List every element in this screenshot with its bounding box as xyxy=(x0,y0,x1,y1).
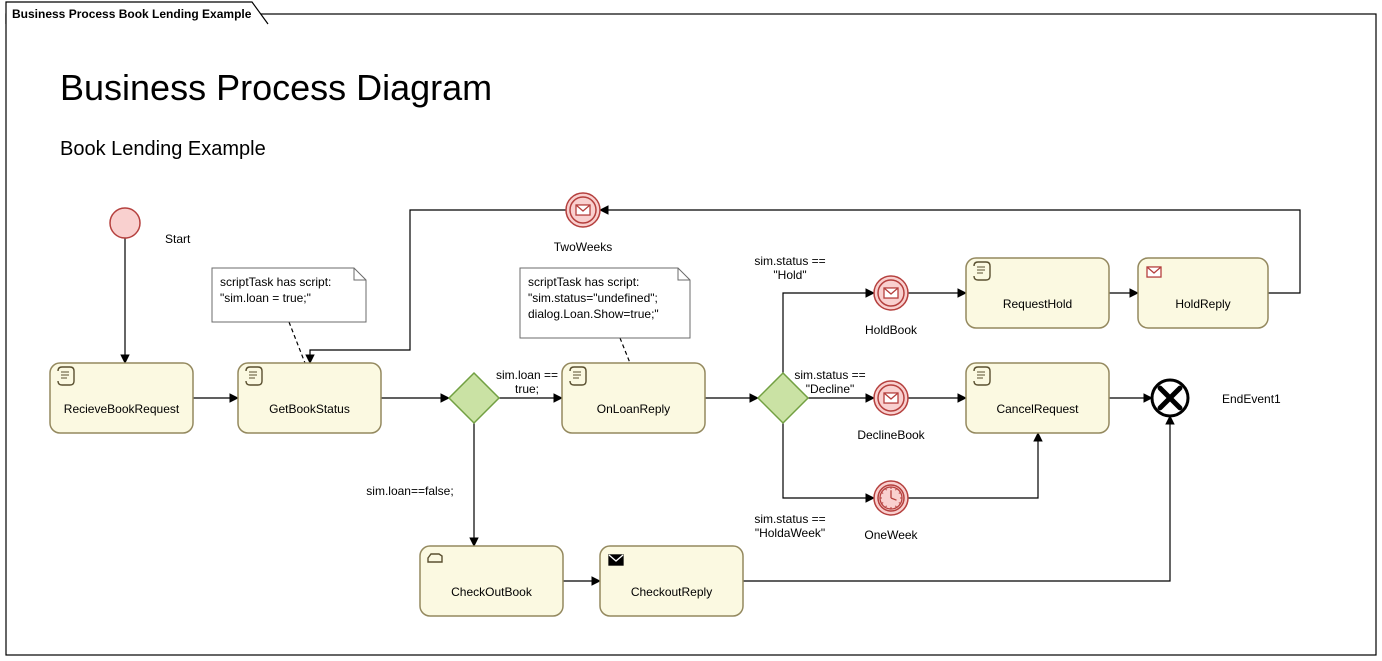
task-checkout[interactable]: CheckOutBook xyxy=(420,546,563,616)
flow-label: sim.loan==false; xyxy=(366,484,453,498)
event-label: HoldBook xyxy=(865,323,918,337)
page-subtitle: Book Lending Example xyxy=(60,138,266,160)
event-label: DeclineBook xyxy=(857,428,925,442)
task-label: RecieveBookRequest xyxy=(64,402,180,416)
task-checkoutreply[interactable]: CheckoutReply xyxy=(600,546,743,616)
task-recv[interactable]: RecieveBookRequest xyxy=(50,363,193,433)
task-label: CancelRequest xyxy=(996,402,1079,416)
task-label: RequestHold xyxy=(1003,297,1072,311)
task-label: OnLoanReply xyxy=(597,402,670,416)
event-label: EndEvent1 xyxy=(1222,392,1281,406)
note-line: scriptTask has script: xyxy=(220,275,331,289)
event-label: TwoWeeks xyxy=(554,240,612,254)
note-note1: scriptTask has script: "sim.loan = true;" xyxy=(212,268,366,322)
flow-label: "Decline" xyxy=(806,382,855,396)
note-line: scriptTask has script: xyxy=(528,275,639,289)
task-onloan[interactable]: OnLoanReply xyxy=(562,363,705,433)
note-line: dialog.Loan.Show=true;" xyxy=(528,307,659,321)
task-label: CheckoutReply xyxy=(631,585,712,599)
task-label: GetBookStatus xyxy=(269,402,350,416)
note-line: "sim.loan = true;" xyxy=(220,291,311,305)
flow-label: true; xyxy=(515,382,539,396)
flow-label: "Hold" xyxy=(773,268,806,282)
task-getstatus[interactable]: GetBookStatus xyxy=(238,363,381,433)
diagram-tab-label: Business Process Book Lending Example xyxy=(12,7,252,21)
task-cancelreq[interactable]: CancelRequest xyxy=(966,363,1109,433)
task-holdreply[interactable]: HoldReply xyxy=(1138,258,1268,328)
flow-label: sim.status == xyxy=(754,254,825,268)
page-title: Business Process Diagram xyxy=(60,67,492,108)
flow-label: sim.loan == xyxy=(496,368,558,382)
event-label: OneWeek xyxy=(864,528,918,542)
note-note2: scriptTask has script: "sim.status="undef… xyxy=(520,268,690,338)
flow-label: sim.status == xyxy=(794,368,865,382)
note-line: "sim.status="undefined"; xyxy=(528,291,658,305)
task-label: HoldReply xyxy=(1175,297,1230,311)
diagram-tab: Business Process Book Lending Example xyxy=(6,2,268,24)
event-label: Start xyxy=(165,232,191,246)
flow-label: "HoldaWeek" xyxy=(755,526,825,540)
task-reqhold[interactable]: RequestHold xyxy=(966,258,1109,328)
flow-label: sim.status == xyxy=(754,512,825,526)
task-label: CheckOutBook xyxy=(451,585,533,599)
